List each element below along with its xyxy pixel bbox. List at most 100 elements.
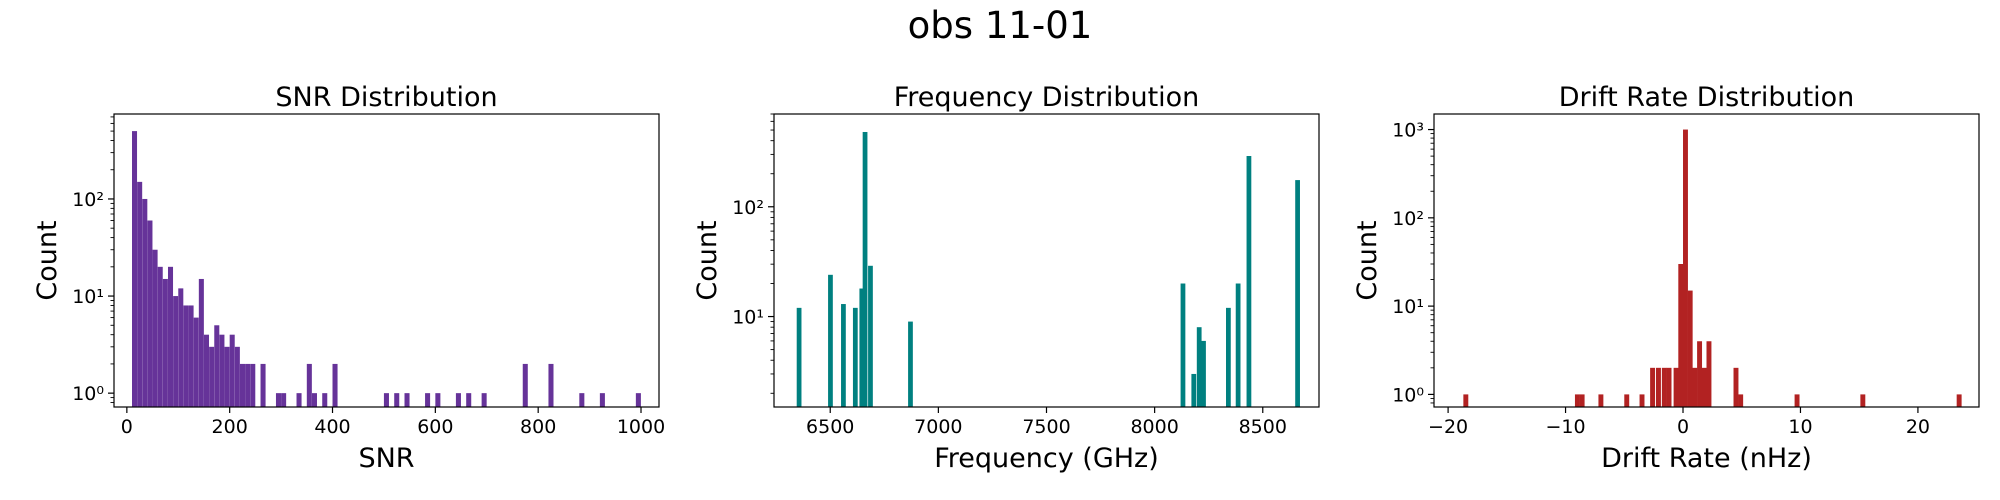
drift-rate-bar <box>1738 394 1744 407</box>
snr-bar <box>481 393 487 407</box>
drift-rate-bar <box>1624 394 1630 407</box>
snr-bar <box>383 393 389 407</box>
snr-bar <box>599 393 605 407</box>
snr-bar <box>167 266 174 407</box>
snr-bar <box>281 393 287 407</box>
snr-bar <box>332 363 338 407</box>
drift-rate-bar <box>1683 129 1688 408</box>
drift-rate-bar <box>1463 394 1469 407</box>
snr-x-tick-label: 800 <box>520 416 556 438</box>
snr-bar <box>132 131 138 407</box>
drift-rate-x-tick-label: −10 <box>1545 416 1585 438</box>
snr-bar <box>579 393 585 407</box>
snr-bar <box>224 346 230 407</box>
snr-bar <box>162 278 168 407</box>
snr-bar <box>188 305 194 407</box>
figure-title: obs 11-01 <box>907 4 1093 47</box>
snr-bar <box>157 266 163 407</box>
snr-y-tick-label: 10² <box>72 189 104 211</box>
drift-rate-x-tick-label: −20 <box>1428 416 1468 438</box>
drift-rate-axes-frame <box>1433 113 1980 408</box>
frequency-bar <box>1201 340 1206 407</box>
frequency-bar <box>1196 327 1202 407</box>
snr-bar <box>435 393 441 407</box>
snr-bar <box>296 393 302 407</box>
frequency-chart-title: Frequency Distribution <box>894 82 1200 113</box>
frequency-bar <box>1246 156 1252 407</box>
frequency-bar <box>908 321 913 407</box>
snr-bar <box>142 198 148 407</box>
frequency-x-axis-label: Frequency (GHz) <box>934 443 1159 474</box>
frequency-bar <box>796 307 802 407</box>
frequency-x-tick-label: 6500 <box>806 416 854 438</box>
frequency-bar <box>1295 180 1300 407</box>
snr-bar <box>183 305 189 407</box>
snr-x-tick-label: 600 <box>417 416 453 438</box>
frequency-bar <box>862 131 868 408</box>
snr-bar <box>219 334 225 407</box>
frequency-x-tick-label: 7500 <box>1022 416 1070 438</box>
drift-rate-bar <box>1860 394 1866 407</box>
snr-bar <box>394 393 400 407</box>
snr-axes-frame <box>113 113 660 408</box>
drift-rate-y-tick-label: 10² <box>1392 208 1424 230</box>
snr-bar <box>466 393 472 407</box>
snr-bar <box>214 325 220 407</box>
snr-y-axis-label: Count <box>32 220 63 300</box>
drift-rate-x-tick-label: 10 <box>1788 416 1812 438</box>
frequency-bar <box>1180 283 1186 407</box>
snr-y-tick-label: 10⁰ <box>72 383 104 405</box>
snr-bar <box>193 317 199 407</box>
frequency-bar <box>852 307 858 407</box>
frequency-bar <box>868 265 873 407</box>
snr-bar <box>173 296 179 407</box>
snr-bar <box>322 393 328 407</box>
snr-bar <box>306 363 312 407</box>
snr-bar <box>635 393 641 407</box>
snr-x-tick-label: 200 <box>212 416 248 438</box>
snr-bar <box>234 346 240 407</box>
snr-bar <box>152 249 158 407</box>
drift-rate-chart-title: Drift Rate Distribution <box>1559 82 1855 113</box>
drift-rate-bar <box>1579 394 1585 407</box>
snr-bar <box>229 334 235 407</box>
drift-rate-bar <box>1655 367 1661 407</box>
drift-rate-bar <box>1673 367 1679 407</box>
snr-x-tick-label: 0 <box>121 416 133 438</box>
snr-bar <box>203 334 210 407</box>
frequency-bar <box>828 274 833 407</box>
drift-rate-bar <box>1687 290 1693 407</box>
drift-rate-bar <box>1701 367 1707 407</box>
snr-bar <box>522 363 528 407</box>
frequency-bar <box>1191 373 1197 407</box>
drift-rate-bar <box>1697 341 1703 407</box>
drift-rate-bar <box>1678 264 1684 407</box>
snr-bar <box>548 363 554 407</box>
frequency-bar <box>1235 283 1241 407</box>
frequency-y-tick-label: 10² <box>732 197 764 219</box>
snr-chart-title: SNR Distribution <box>275 82 497 113</box>
snr-bar <box>209 346 215 407</box>
drift-rate-y-axis-label: Count <box>1352 220 1383 300</box>
snr-bar <box>198 278 204 407</box>
drift-rate-bar <box>1650 367 1656 407</box>
drift-rate-y-tick-label: 10³ <box>1392 120 1424 142</box>
snr-x-axis-label: SNR <box>358 443 414 474</box>
drift-rate-x-tick-label: 0 <box>1677 416 1689 438</box>
snr-x-tick-label: 400 <box>314 416 350 438</box>
snr-bar <box>147 220 153 407</box>
drift-rate-bar <box>1692 367 1698 407</box>
frequency-bar <box>841 304 846 407</box>
snr-bar <box>275 393 281 407</box>
snr-bar <box>311 393 317 407</box>
drift-rate-x-axis-label: Drift Rate (nHz) <box>1601 443 1812 474</box>
frequency-x-tick-label: 8000 <box>1130 416 1178 438</box>
drift-rate-y-tick-label: 10¹ <box>1392 296 1424 318</box>
drift-rate-bar <box>1639 394 1645 407</box>
drift-rate-bar <box>1574 394 1580 407</box>
snr-bar <box>178 288 184 407</box>
drift-rate-bar <box>1956 394 1962 407</box>
snr-bar <box>455 393 461 407</box>
